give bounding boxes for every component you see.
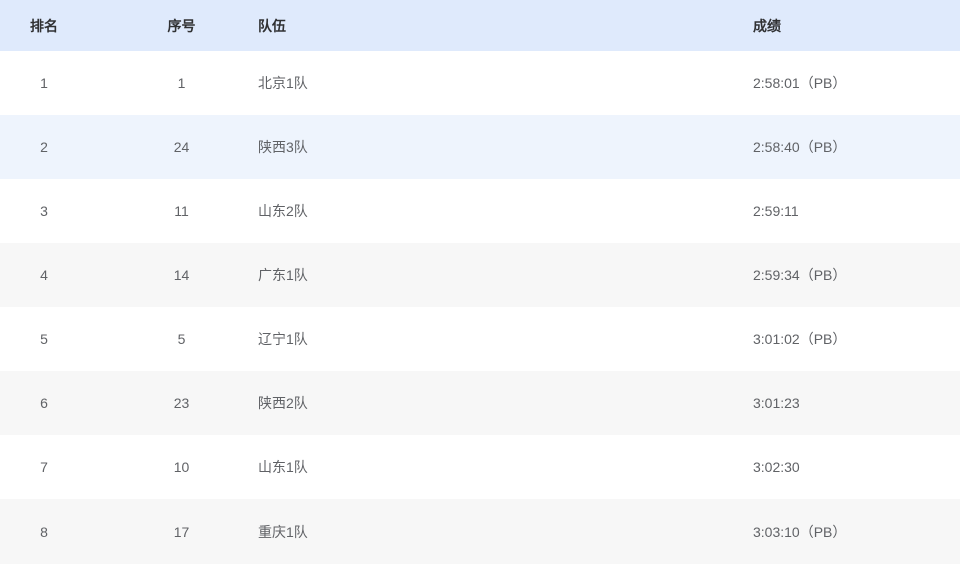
column-header-result: 成绩 (753, 17, 781, 34)
team-cell: 辽宁1队 (258, 331, 308, 347)
result-cell: 3:02:30 (753, 459, 800, 475)
team-cell: 陕西3队 (258, 139, 308, 155)
result-cell: 2:59:34（PB） (753, 267, 847, 283)
team-cell: 北京1队 (258, 75, 308, 91)
table-row[interactable]: 2 24 陕西3队 2:58:40（PB） (0, 115, 960, 179)
team-cell: 广东1队 (258, 267, 308, 283)
number-cell: 14 (173, 267, 190, 283)
table-row[interactable]: 6 23 陕西2队 3:01:23 (0, 371, 960, 435)
result-cell: 3:03:10（PB） (753, 523, 847, 540)
column-header-rank: 排名 (30, 17, 58, 34)
rank-cell: 4 (40, 267, 48, 283)
table-header-row: 排名 序号 队伍 成绩 (0, 0, 960, 51)
result-cell: 3:01:23 (753, 395, 800, 411)
team-cell: 山东2队 (258, 203, 308, 219)
result-cell: 2:58:01（PB） (753, 75, 847, 91)
result-cell: 2:59:11 (753, 203, 799, 219)
table-row[interactable]: 1 1 北京1队 2:58:01（PB） (0, 51, 960, 115)
result-cell: 3:01:02（PB） (753, 331, 847, 347)
column-header-number: 序号 (167, 17, 196, 34)
table-row[interactable]: 5 5 辽宁1队 3:01:02（PB） (0, 307, 960, 371)
table-row[interactable]: 8 17 重庆1队 3:03:10（PB） (0, 499, 960, 564)
number-cell: 11 (174, 203, 189, 219)
team-cell: 山东1队 (258, 459, 308, 475)
number-cell: 5 (177, 331, 186, 347)
table-row[interactable]: 3 11 山东2队 2:59:11 (0, 179, 960, 243)
table-body: 1 1 北京1队 2:58:01（PB） 2 24 陕西3队 2:58:40（P… (0, 51, 960, 564)
table-row[interactable]: 7 10 山东1队 3:02:30 (0, 435, 960, 499)
rank-cell: 2 (40, 139, 48, 155)
team-cell: 陕西2队 (258, 395, 308, 411)
number-cell: 10 (173, 459, 190, 475)
rank-cell: 8 (40, 523, 48, 540)
rank-cell: 5 (40, 331, 48, 347)
column-header-team: 队伍 (258, 17, 286, 34)
number-cell: 23 (173, 395, 190, 411)
rank-cell: 7 (40, 459, 48, 475)
number-cell: 24 (173, 139, 190, 155)
rank-cell: 1 (40, 75, 48, 91)
rank-cell: 3 (40, 203, 48, 219)
number-cell: 1 (177, 75, 186, 91)
team-cell: 重庆1队 (258, 523, 308, 540)
result-cell: 2:58:40（PB） (753, 139, 847, 155)
table-row[interactable]: 4 14 广东1队 2:59:34（PB） (0, 243, 960, 307)
rank-cell: 6 (40, 395, 48, 411)
number-cell: 17 (173, 523, 190, 540)
